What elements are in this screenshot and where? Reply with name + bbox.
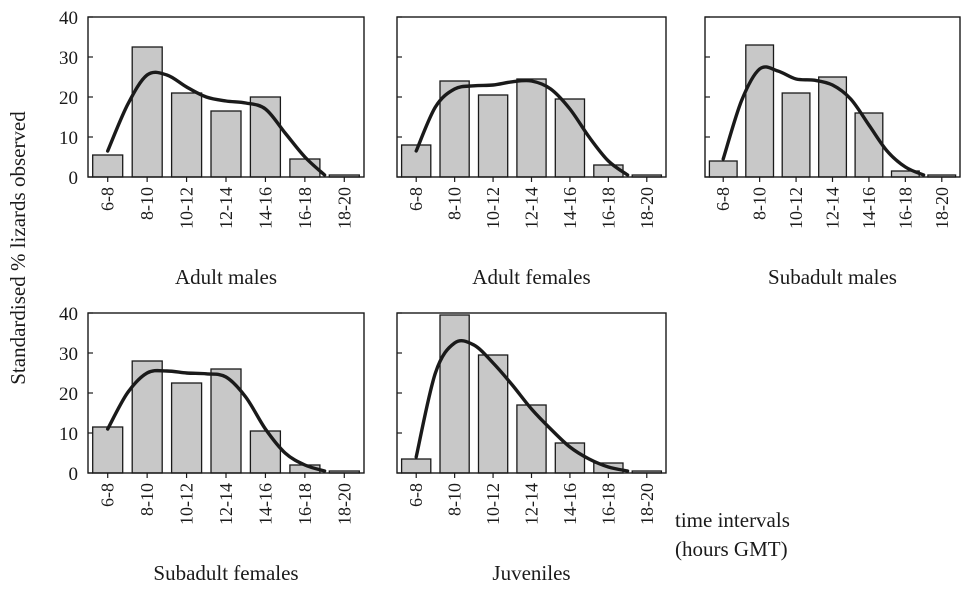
bar [249, 430, 282, 474]
y-tick-label: 10 [59, 424, 78, 445]
fit-curve [414, 78, 630, 177]
x-tick-label: 14-16 [560, 483, 580, 525]
x-tick-label: 10-12 [177, 187, 197, 229]
x-tick-label: 14-16 [255, 187, 275, 229]
x-tick-label: 12-14 [823, 187, 843, 229]
x-tick-label: 8-10 [445, 483, 465, 516]
x-tick-label: 8-10 [137, 483, 157, 516]
bar [516, 404, 547, 474]
x-tick-label: 12-14 [522, 483, 542, 525]
x-tick-label: 16-18 [295, 483, 315, 525]
bar [781, 92, 811, 178]
panel: 6-8 8-10 10-12 12-14 14-16 16-18 18-20 Adult fe… [396, 16, 667, 289]
panel: 0 10 20 30 40 6-8 8-10 10-12 12-14 14-16 16-18 18-2… [59, 304, 365, 585]
x-tick-label: 8-10 [445, 187, 465, 220]
x-tick-label: 6-8 [98, 187, 118, 211]
x-tick-label: 10-12 [483, 483, 503, 525]
x-tick-label: 14-16 [560, 187, 580, 229]
x-tick-label: 6-8 [98, 483, 118, 507]
panel-title: Subadult females [153, 561, 298, 585]
x-tick-label: 12-14 [216, 187, 236, 229]
x-tick-label: 14-16 [255, 483, 275, 525]
y-tick-label: 0 [69, 464, 79, 485]
fit-curve [106, 368, 327, 473]
y-tick-label: 20 [59, 88, 78, 109]
fit-curve [414, 339, 630, 473]
fit-curve [721, 65, 926, 177]
panels: 0 10 20 30 40 6-8 8-10 10-12 12-14 14-16 16-18 18-2… [59, 8, 961, 585]
bar [439, 314, 470, 474]
x-axis-label-line1: time intervals [675, 508, 790, 532]
x-tick-label: 18-20 [334, 187, 354, 229]
y-tick-label: 10 [59, 128, 78, 149]
panel-title: Adult females [472, 265, 590, 289]
x-axis-label-line2: (hours GMT) [675, 537, 788, 561]
bar [92, 426, 124, 474]
y-tick-label: 30 [59, 344, 78, 365]
x-tick-label: 10-12 [483, 187, 503, 229]
x-tick-label: 10-12 [786, 187, 806, 229]
bar [400, 458, 432, 474]
y-tick-label: 0 [69, 168, 79, 189]
fit-curve [106, 70, 327, 177]
x-tick-label: 18-20 [637, 483, 657, 525]
bar [170, 92, 203, 178]
panel-title: Juveniles [492, 561, 570, 585]
bar [131, 46, 163, 178]
x-tick-label: 6-8 [406, 187, 426, 211]
y-tick-label: 30 [59, 48, 78, 69]
bar [745, 44, 775, 178]
x-tick-label: 14-16 [859, 187, 879, 229]
y-tick-label: 40 [59, 8, 78, 29]
x-tick-label: 18-20 [932, 187, 952, 229]
x-tick-label: 6-8 [406, 483, 426, 507]
x-tick-label: 16-18 [295, 187, 315, 229]
bar [554, 98, 586, 178]
x-tick-label: 16-18 [598, 187, 618, 229]
x-tick-label: 16-18 [895, 187, 915, 229]
x-tick-label: 12-14 [522, 187, 542, 229]
bar [516, 78, 547, 178]
bar [170, 382, 203, 474]
bar [708, 160, 738, 178]
bar [477, 94, 509, 178]
x-tick-label: 6-8 [713, 187, 733, 211]
panel: 6-8 8-10 10-12 12-14 14-16 16-18 18-20 Juvenile… [396, 312, 667, 585]
x-tick-label: 10-12 [177, 483, 197, 525]
x-tick-label: 8-10 [750, 187, 770, 220]
y-axis-label: Standardised % lizards observed [6, 111, 30, 385]
y-tick-label: 20 [59, 384, 78, 405]
x-tick-label: 12-14 [216, 483, 236, 525]
panel: 0 10 20 30 40 6-8 8-10 10-12 12-14 14-16 16-18 18-2… [59, 8, 365, 289]
bar [131, 360, 163, 474]
x-tick-label: 8-10 [137, 187, 157, 220]
panel-title: Adult males [175, 265, 277, 289]
bar [210, 110, 242, 178]
y-tick-label: 40 [59, 304, 78, 325]
x-tick-label: 18-20 [637, 187, 657, 229]
x-tick-label: 16-18 [598, 483, 618, 525]
panel: 6-8 8-10 10-12 12-14 14-16 16-18 18-20 Subadult… [704, 16, 961, 289]
bar [92, 154, 124, 178]
x-tick-label: 18-20 [334, 483, 354, 525]
panel-title: Subadult males [768, 265, 897, 289]
